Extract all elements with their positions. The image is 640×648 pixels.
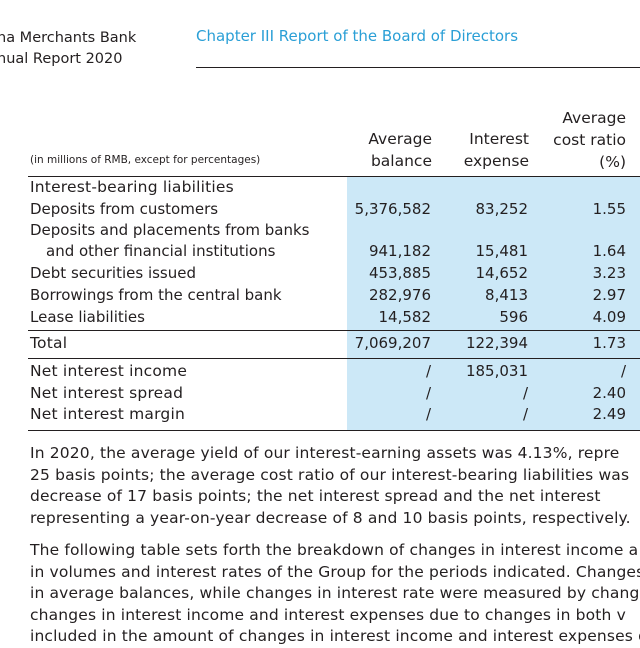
- row-label: Borrowings from the central bank: [30, 286, 282, 304]
- row-label: Deposits and placements from banks: [30, 221, 310, 239]
- unit-note: (in millions of RMB, except for percenta…: [30, 154, 261, 166]
- paragraph-line: included in the amount of changes in int…: [30, 627, 640, 645]
- section-title: Interest-bearing liabilities: [30, 178, 234, 196]
- row-ratio: 3.23: [592, 264, 626, 282]
- paragraph-breakdown: The following table sets forth the break…: [30, 540, 640, 648]
- row-ratio: 1.55: [592, 200, 626, 218]
- summary-ratio: 2.49: [592, 405, 626, 423]
- paragraph-line: decrease of 17 basis points; the net int…: [30, 487, 601, 505]
- running-header-left: na Merchants Bank nual Report 2020: [0, 28, 136, 70]
- summary-label: Net interest income: [30, 362, 188, 380]
- paragraph-line: In 2020, the average yield of our intere…: [30, 444, 620, 462]
- row-label: Debt securities issued: [30, 264, 196, 282]
- total-expense: 122,394: [465, 334, 528, 352]
- col-header-avg-cost-ratio: Average cost ratio (%): [553, 109, 626, 171]
- summary-balance: /: [425, 384, 431, 402]
- summary-expense: /: [522, 384, 528, 402]
- summary-expense: 185,031: [465, 362, 528, 380]
- col-header-interest-expense: Interest expense: [463, 130, 529, 170]
- row-label: and other financial institutions: [46, 242, 276, 260]
- highlight-column-band: [347, 177, 640, 430]
- paragraph-line: in average balances, while changes in in…: [30, 584, 640, 602]
- summary-label: Net interest spread: [30, 384, 184, 402]
- report-name: nual Report 2020: [0, 51, 123, 67]
- row-expense: 83,252: [475, 200, 529, 218]
- paragraph-line: in volumes and interest rates of the Gro…: [30, 562, 640, 581]
- total-ratio: 1.73: [592, 334, 626, 352]
- total-balance: 7,069,207: [354, 334, 431, 352]
- paragraph-line: representing a year-on-year decrease of …: [30, 508, 631, 527]
- row-expense: 14,652: [475, 264, 529, 282]
- row-label: Lease liabilities: [30, 308, 145, 326]
- header-rule: [196, 67, 640, 68]
- paragraph-line: changes in interest income and interest …: [30, 605, 626, 624]
- row-balance: 5,376,582: [354, 200, 431, 218]
- summary-balance: /: [425, 362, 431, 380]
- row-balance: 941,182: [368, 242, 431, 260]
- summary-expense: /: [522, 405, 528, 423]
- summary-ratio: 2.40: [592, 384, 626, 402]
- row-ratio: 4.09: [592, 308, 626, 326]
- row-expense: 596: [499, 308, 528, 326]
- summary-ratio: /: [620, 362, 626, 380]
- row-balance: 453,885: [368, 264, 431, 282]
- row-ratio: 2.97: [592, 286, 626, 304]
- paragraph-line: 25 basis points; the average cost ratio …: [30, 465, 630, 484]
- paragraph-yield: In 2020, the average yield of our intere…: [30, 443, 640, 529]
- bank-name: na Merchants Bank: [0, 30, 137, 46]
- row-expense: 8,413: [485, 286, 528, 304]
- table-top-rule: [28, 176, 640, 178]
- summary-top-rule: [28, 358, 640, 360]
- row-ratio: 1.64: [592, 242, 626, 260]
- total-label: Total: [30, 334, 68, 352]
- row-expense: 15,481: [475, 242, 529, 260]
- paragraph-line: The following table sets forth the break…: [30, 541, 639, 559]
- row-balance: 282,976: [368, 286, 431, 304]
- col-header-avg-balance: Average balance: [368, 130, 432, 170]
- total-top-rule: [28, 330, 640, 331]
- table-bottom-rule: [28, 430, 640, 432]
- row-label: Deposits from customers: [30, 200, 219, 218]
- summary-balance: /: [425, 405, 431, 423]
- row-balance: 14,582: [378, 308, 432, 326]
- chapter-title: Chapter III Report of the Board of Direc…: [196, 27, 519, 45]
- summary-label: Net interest margin: [30, 405, 185, 423]
